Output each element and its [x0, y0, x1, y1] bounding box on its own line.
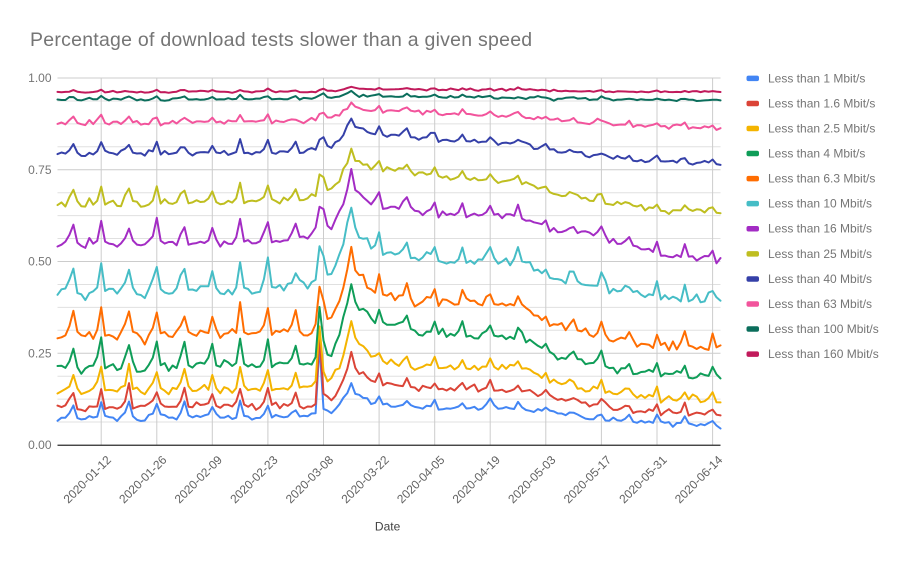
svg-text:1.00: 1.00 — [28, 71, 52, 85]
svg-text:Less than 63 Mbit/s: Less than 63 Mbit/s — [768, 297, 872, 311]
svg-text:Less than 40 Mbit/s: Less than 40 Mbit/s — [768, 272, 872, 286]
svg-text:0.50: 0.50 — [28, 255, 52, 269]
svg-text:Less than 4 Mbit/s: Less than 4 Mbit/s — [768, 147, 865, 161]
svg-text:Less than 160 Mbit/s: Less than 160 Mbit/s — [768, 347, 879, 361]
svg-text:0.00: 0.00 — [28, 438, 52, 452]
svg-text:Less than 25 Mbit/s: Less than 25 Mbit/s — [768, 247, 872, 261]
svg-text:Less than 2.5 Mbit/s: Less than 2.5 Mbit/s — [768, 121, 875, 135]
svg-text:Percentage of download tests s: Percentage of download tests slower than… — [30, 29, 532, 51]
svg-text:Less than 10 Mbit/s: Less than 10 Mbit/s — [768, 197, 872, 211]
svg-text:Less than 16 Mbit/s: Less than 16 Mbit/s — [768, 222, 872, 236]
svg-text:Date: Date — [375, 520, 401, 534]
svg-text:Less than 100 Mbit/s: Less than 100 Mbit/s — [768, 322, 879, 336]
svg-text:Less than 1.6 Mbit/s: Less than 1.6 Mbit/s — [768, 96, 875, 110]
svg-text:0.25: 0.25 — [28, 346, 52, 360]
svg-text:0.75: 0.75 — [28, 163, 52, 177]
svg-text:Less than 6.3 Mbit/s: Less than 6.3 Mbit/s — [768, 172, 875, 186]
svg-text:Less than 1 Mbit/s: Less than 1 Mbit/s — [768, 71, 865, 85]
